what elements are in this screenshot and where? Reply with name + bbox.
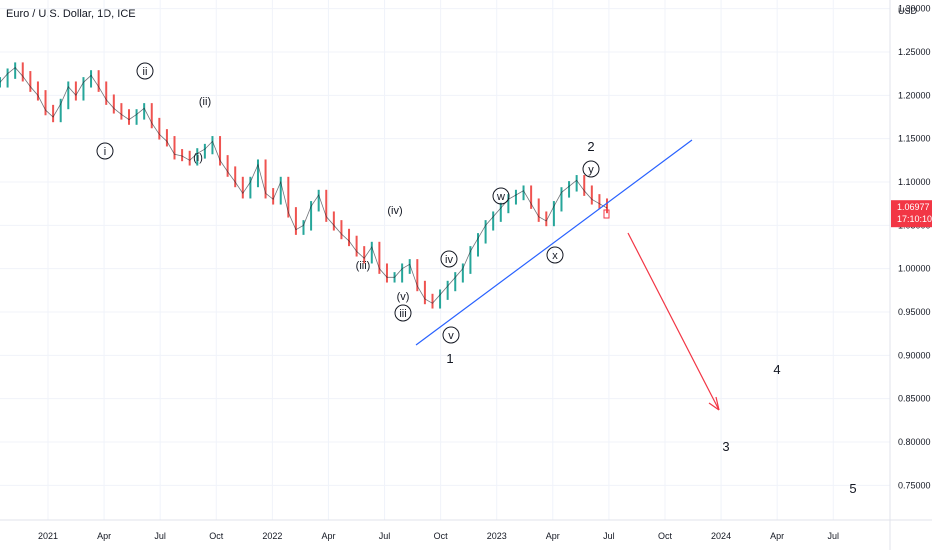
last-price-badge[interactable] [891, 200, 932, 228]
wave-label: 2 [587, 139, 594, 154]
projection-arrowhead [708, 396, 720, 411]
wave-label: i [104, 146, 106, 158]
y-tick-label: 1.10000 [898, 177, 931, 187]
y-tick-label: 0.75000 [898, 480, 931, 490]
projection-arrow [627, 232, 720, 411]
chart-title: Euro / U.S. Dollar, 1D, ICE [6, 8, 136, 20]
wave-label: iv [445, 254, 453, 266]
x-tick-label: Jul [154, 531, 166, 541]
x-tick-label: Apr [546, 531, 560, 541]
wave-label: (ii) [199, 96, 211, 108]
y-tick-label: 1.25000 [898, 47, 931, 57]
wave-label: y [588, 164, 594, 176]
x-tick-label: Jul [603, 531, 615, 541]
wave-label: (iii) [356, 260, 371, 272]
wave-label: w [496, 191, 505, 203]
x-tick-label: Jul [379, 531, 391, 541]
x-tick-label: Apr [321, 531, 335, 541]
wave-circle [546, 246, 564, 264]
x-tick-label: 2022 [262, 531, 282, 541]
wave-label: 4 [773, 362, 780, 377]
wave-label: 3 [722, 439, 729, 454]
wave-circle [492, 187, 510, 205]
last-marker [603, 209, 610, 219]
y-tick-label: 1.15000 [898, 134, 931, 144]
x-tick-label: Apr [97, 531, 111, 541]
wave-label: v [448, 330, 454, 342]
wave-label: (i) [193, 152, 203, 164]
x-tick-label: 2021 [38, 531, 58, 541]
wave-circle [440, 250, 458, 268]
x-tick-label: Oct [209, 531, 224, 541]
x-tick-label: Apr [770, 531, 784, 541]
y-tick-label: 1.00000 [898, 264, 931, 274]
wave-label: (iv) [387, 205, 402, 217]
wave-label: ii [143, 66, 148, 78]
x-tick-label: Oct [658, 531, 673, 541]
x-tick-label: 2023 [487, 531, 507, 541]
wave-circle [394, 304, 412, 322]
y-tick-label: 0.90000 [898, 350, 931, 360]
wave-circle [96, 142, 114, 160]
currency-label: USD [898, 6, 918, 16]
wave-label: iii [399, 308, 406, 320]
x-tick-label: 2024 [711, 531, 731, 541]
wave-label: 1 [446, 351, 453, 366]
x-tick-label: Oct [434, 531, 449, 541]
wave-label: (v) [397, 291, 410, 303]
last-price-value: 1.06977 [897, 202, 930, 212]
wave-label: x [552, 250, 558, 262]
wave-circle [136, 62, 154, 80]
y-tick-label: 1.30000 [898, 4, 931, 14]
price-line [0, 67, 608, 304]
countdown-value: 17:10:10 [897, 214, 932, 224]
wave-circle [582, 160, 600, 178]
y-tick-label: 1.20000 [898, 90, 931, 100]
x-tick-label: Jul [827, 531, 839, 541]
y-tick-label: 0.95000 [898, 307, 931, 317]
y-tick-label: 0.80000 [898, 437, 931, 447]
trendline [415, 139, 693, 346]
wave-label: 5 [849, 481, 856, 496]
wave-circle [442, 326, 460, 344]
y-tick-label: 0.85000 [898, 394, 931, 404]
